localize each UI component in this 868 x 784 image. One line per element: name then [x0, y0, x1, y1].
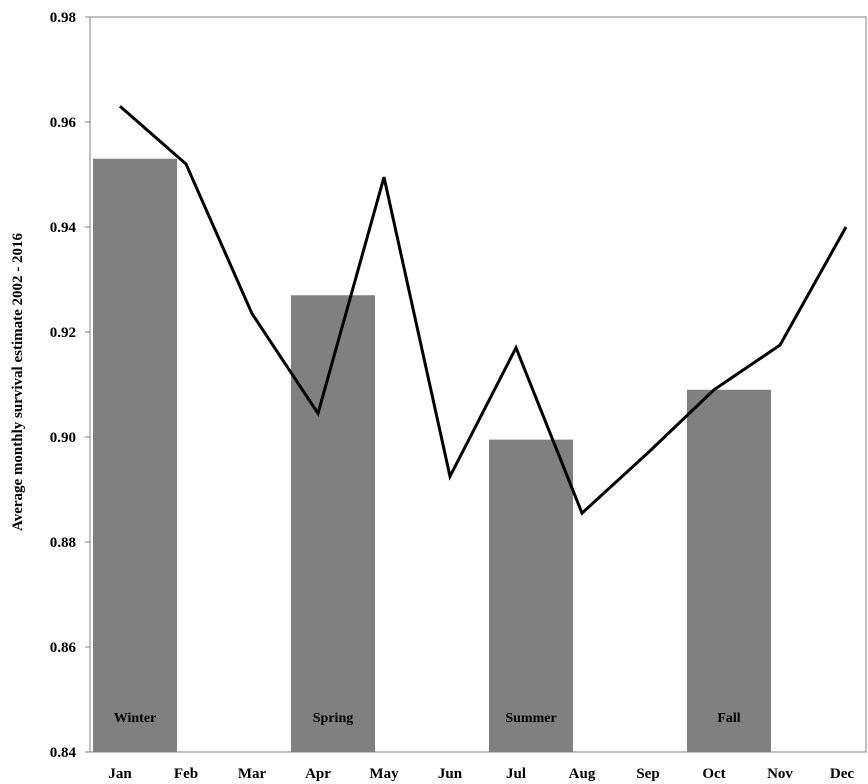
y-tick-label: 0.88 [50, 535, 76, 551]
y-tick-label: 0.86 [50, 640, 77, 656]
x-tick-label-aug: Aug [569, 766, 596, 782]
y-tick-label: 0.90 [50, 430, 76, 446]
y-tick-label: 0.96 [50, 115, 77, 131]
y-tick-label: 0.84 [50, 745, 77, 761]
x-tick-label-jun: Jun [438, 766, 463, 782]
y-tick-label: 0.94 [50, 220, 77, 236]
season-label-winter: Winter [114, 711, 157, 726]
x-tick-label-apr: Apr [305, 766, 331, 782]
x-tick-label-oct: Oct [702, 766, 725, 782]
season-bar-fall [687, 390, 771, 752]
x-tick-label-dec: Dec [830, 766, 854, 782]
season-bar-winter [93, 159, 177, 752]
x-tick-label-feb: Feb [174, 766, 198, 782]
season-bar-summer [489, 440, 573, 752]
season-label-fall: Fall [717, 711, 740, 726]
x-tick-label-may: May [369, 766, 399, 782]
bars-layer [93, 159, 771, 752]
y-tick-label: 0.92 [50, 325, 76, 341]
x-tick-label-jan: Jan [108, 766, 132, 782]
season-label-spring: Spring [313, 711, 353, 726]
y-axis-title: Average monthly survival estimate 2002 -… [10, 233, 26, 532]
x-tick-label-sep: Sep [636, 766, 659, 782]
x-tick-label-mar: Mar [238, 766, 267, 782]
x-tick-label-jul: Jul [506, 766, 526, 782]
season-label-summer: Summer [505, 711, 556, 726]
y-tick-label: 0.98 [50, 10, 76, 26]
x-tick-label-nov: Nov [767, 766, 793, 782]
